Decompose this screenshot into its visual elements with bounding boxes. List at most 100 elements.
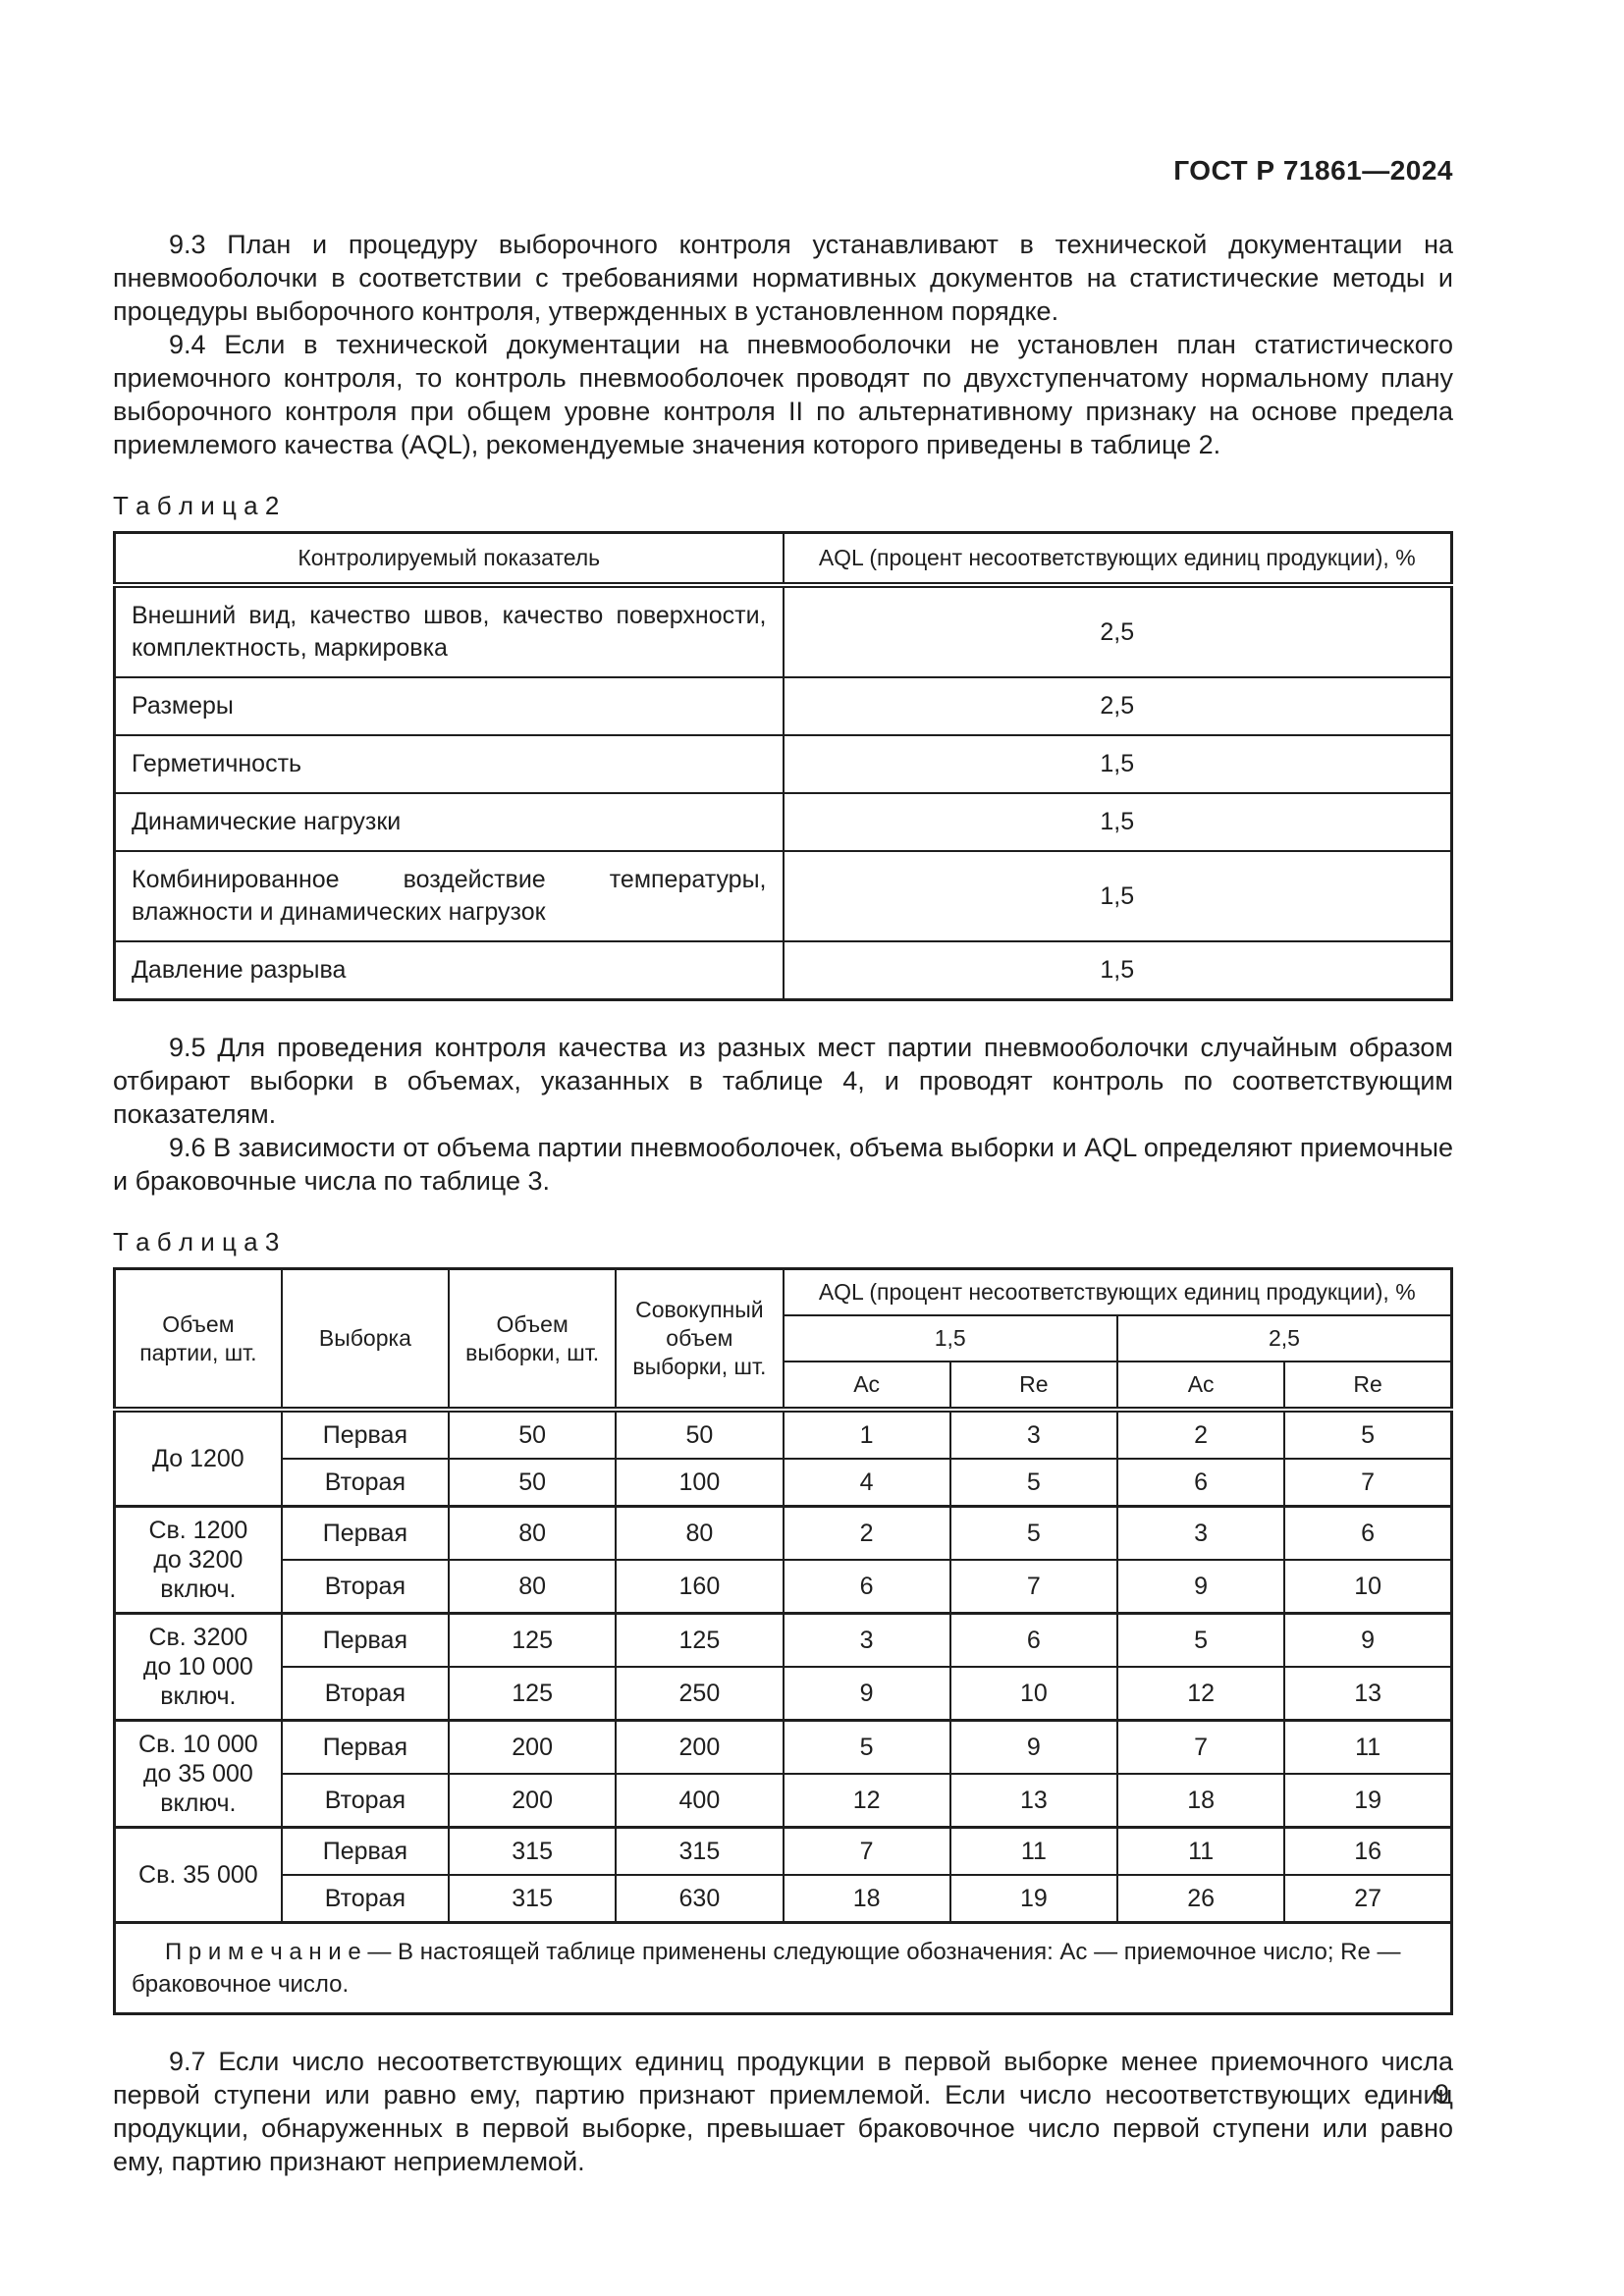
table2-caption: Т а б л и ц а 2 — [113, 491, 280, 520]
table-row: Динамические нагрузки 1,5 — [113, 792, 1453, 852]
header-batch-volume: Объем партии, шт. — [113, 1267, 283, 1411]
indicator-cell: Динамические нагрузки — [113, 792, 785, 852]
table2-head: Контролируемый показатель AQL (процент н… — [113, 531, 1453, 586]
table3-note: П р и м е ч а н и е — В настоящей таблиц… — [113, 1921, 1453, 2015]
table-row: Вторая 200 400 12 13 18 19 — [115, 1773, 1453, 1829]
value-cell: 5 — [782, 1719, 951, 1775]
table-row: Вторая 50 100 4 5 6 7 — [115, 1458, 1453, 1508]
value-cell: 125 — [447, 1612, 618, 1668]
value-cell: 10 — [948, 1666, 1119, 1722]
value-cell: 9 — [782, 1666, 951, 1722]
header-ac: Ac — [782, 1361, 951, 1411]
header-sample: Выборка — [280, 1267, 451, 1411]
value-cell: 13 — [1283, 1666, 1453, 1722]
table-row: До 1200 Первая 50 50 1 3 2 5 — [113, 1408, 1453, 1508]
table3-header-row-3: Ac Re Ac Re — [115, 1361, 1453, 1411]
value-cell: 80 — [615, 1505, 785, 1561]
table3: Объем партии, шт. Выборка Объем выборки,… — [113, 1267, 1453, 2015]
value-cell: 200 — [447, 1773, 618, 1829]
paragraph-9-6: 9.6 В зависимости от объема партии пневм… — [113, 1133, 1453, 1196]
value-cell: 9 — [1115, 1559, 1286, 1615]
value-cell: 2 — [1115, 1408, 1286, 1460]
sample-cell: Первая — [280, 1505, 451, 1561]
header-aql-1-5: 1,5 — [782, 1314, 1118, 1362]
value-cell: 5 — [948, 1458, 1119, 1508]
batch-volume-cell: Св. 1200 до 3200 включ. — [113, 1505, 283, 1615]
value-cell: 11 — [948, 1826, 1119, 1876]
batch-volume-cell: Св. 35 000 — [113, 1826, 283, 1924]
value-cell: 125 — [615, 1612, 785, 1668]
table-row: Св. 3200 до 10 000 включ. Первая 125 125… — [113, 1612, 1453, 1722]
value-cell: 50 — [615, 1408, 785, 1460]
indicator-cell: Внешний вид, качество швов, качество пов… — [113, 584, 785, 678]
value-cell: 80 — [447, 1505, 618, 1561]
value-cell: 50 — [447, 1458, 618, 1508]
indicator-cell: Комбинированное воздействие температуры,… — [113, 850, 785, 942]
table2-header-row: Контролируемый показатель AQL (процент н… — [113, 531, 1453, 586]
value-cell: 7 — [1283, 1458, 1453, 1508]
aql-value-cell: 2,5 — [782, 676, 1453, 736]
value-cell: 315 — [615, 1826, 785, 1876]
value-cell: 200 — [615, 1719, 785, 1775]
table3-header-row-2: 1,5 2,5 — [115, 1314, 1453, 1362]
header-ac: Ac — [1115, 1361, 1286, 1411]
value-cell: 80 — [447, 1559, 618, 1615]
header-re: Re — [948, 1361, 1119, 1411]
value-cell: 26 — [1115, 1874, 1286, 1924]
sample-cell: Вторая — [280, 1559, 451, 1615]
value-cell: 19 — [948, 1874, 1119, 1924]
table-row: Внешний вид, качество швов, качество пов… — [113, 584, 1453, 678]
value-cell: 7 — [782, 1826, 951, 1876]
value-cell: 6 — [948, 1612, 1119, 1668]
table2: Контролируемый показатель AQL (процент н… — [113, 531, 1453, 1001]
table-row: Размеры 2,5 — [113, 676, 1453, 736]
value-cell: 630 — [615, 1874, 785, 1924]
table-note-row: П р и м е ч а н и е — В настоящей таблиц… — [113, 1921, 1453, 2015]
aql-value-cell: 1,5 — [782, 734, 1453, 794]
value-cell: 12 — [1115, 1666, 1286, 1722]
table-row: Св. 10 000 до 35 000 включ. Первая 200 2… — [113, 1719, 1453, 1829]
sample-cell: Вторая — [280, 1773, 451, 1829]
value-cell: 27 — [1283, 1874, 1453, 1924]
header-cumulative-volume: Совокупный объем выборки, шт. — [615, 1267, 785, 1411]
indicator-cell: Герметичность — [113, 734, 785, 794]
table3-header-row-1: Объем партии, шт. Выборка Объем выборки,… — [113, 1267, 1453, 1411]
sample-cell: Первая — [280, 1719, 451, 1775]
indicator-cell: Давление разрыва — [113, 940, 785, 1001]
value-cell: 6 — [782, 1559, 951, 1615]
value-cell: 18 — [782, 1874, 951, 1924]
value-cell: 1 — [782, 1408, 951, 1460]
value-cell: 200 — [447, 1719, 618, 1775]
batch-volume-cell: Св. 3200 до 10 000 включ. — [113, 1612, 283, 1722]
value-cell: 11 — [1283, 1719, 1453, 1775]
table-row: Вторая 315 630 18 19 26 27 — [115, 1874, 1453, 1924]
table2-header-aql: AQL (процент несоответствующих единиц пр… — [782, 531, 1453, 586]
sample-cell: Вторая — [280, 1666, 451, 1722]
sample-cell: Первая — [280, 1612, 451, 1668]
value-cell: 7 — [948, 1559, 1119, 1615]
value-cell: 3 — [948, 1408, 1119, 1460]
value-cell: 13 — [948, 1773, 1119, 1829]
batch-volume-cell: Св. 10 000 до 35 000 включ. — [113, 1719, 283, 1829]
value-cell: 16 — [1283, 1826, 1453, 1876]
header-aql-2-5: 2,5 — [1116, 1314, 1453, 1362]
header-aql: AQL (процент несоответствующих единиц пр… — [782, 1267, 1453, 1316]
value-cell: 160 — [615, 1559, 785, 1615]
paragraph-9-5: 9.5 Для проведения контроля качества из … — [113, 1033, 1453, 1129]
spacer — [113, 2015, 1453, 2045]
table-row: Комбинированное воздействие температуры,… — [113, 850, 1453, 942]
table-row: Вторая 80 160 6 7 9 10 — [115, 1559, 1453, 1615]
table-row: Св. 35 000 Первая 315 315 7 11 11 16 — [113, 1826, 1453, 1924]
value-cell: 9 — [948, 1719, 1119, 1775]
value-cell: 5 — [1115, 1612, 1286, 1668]
value-cell: 4 — [782, 1458, 951, 1508]
value-cell: 315 — [447, 1874, 618, 1924]
value-cell: 400 — [615, 1773, 785, 1829]
paragraph-9-4: 9.4 Если в технической документации на п… — [113, 330, 1453, 459]
aql-value-cell: 1,5 — [782, 940, 1453, 1001]
value-cell: 3 — [782, 1612, 951, 1668]
table3-caption: Т а б л и ц а 3 — [113, 1227, 280, 1256]
table-row: Вторая 125 250 9 10 12 13 — [115, 1666, 1453, 1722]
value-cell: 6 — [1115, 1458, 1286, 1508]
